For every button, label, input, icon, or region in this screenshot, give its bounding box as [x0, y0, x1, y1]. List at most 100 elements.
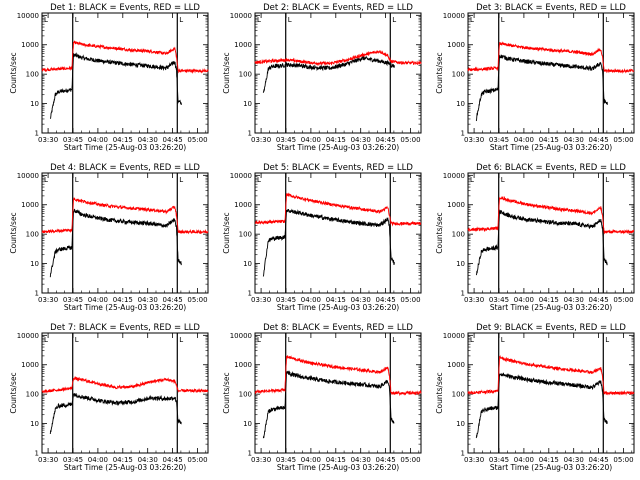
- interval-marker-label: L: [501, 176, 505, 184]
- y-tick-label: 1: [461, 130, 465, 138]
- x-tick-label: 03:45: [63, 296, 83, 304]
- panel-det-7: Det 7: BLACK = Events, RED = LLD 1 10 100 10…: [9, 323, 209, 472]
- x-tick-label: 04:30: [564, 296, 584, 304]
- events-series-line: [262, 208, 395, 277]
- x-tick-label: 04:45: [162, 136, 182, 144]
- x-tick-label: 04:00: [301, 136, 321, 144]
- events-series-line: [262, 370, 395, 439]
- x-tick-label: 04:00: [88, 456, 108, 464]
- y-axis-label: Counts/sec: [435, 372, 444, 413]
- x-axis-label: Start Time (25-Aug-03 03:26:20): [490, 303, 612, 312]
- interval-marker-label: L: [392, 336, 396, 344]
- y-tick-label: 10000: [230, 12, 252, 20]
- panel-det-3: Det 3: BLACK = Events, RED = LLD 1 10 100 10…: [435, 3, 635, 152]
- y-tick-label: 1000: [21, 41, 39, 49]
- y-axis-label: Counts/sec: [9, 372, 18, 413]
- x-tick-label: 03:45: [276, 136, 296, 144]
- x-axis-label: Start Time (25-Aug-03 03:26:20): [490, 463, 612, 472]
- interval-marker-label: L: [288, 336, 292, 344]
- y-tick-label: 1000: [447, 201, 465, 209]
- plot-frame: [41, 172, 209, 294]
- y-tick-label: 10: [243, 100, 252, 108]
- plot-frame: [467, 12, 635, 134]
- lld-series-line: [467, 355, 635, 396]
- panel-det-5: Det 5: BLACK = Events, RED = LLD 1 10 100 10…: [222, 163, 422, 312]
- x-tick-label: 04:45: [375, 136, 395, 144]
- interval-marker-label: L: [605, 336, 609, 344]
- y-tick-label: 100: [239, 71, 252, 79]
- y-tick-label: 100: [452, 231, 465, 239]
- y-axis-label: Counts/sec: [435, 52, 444, 93]
- x-tick-label: 03:45: [489, 296, 509, 304]
- panel-title: Det 7: BLACK = Events, RED = LLD: [50, 323, 200, 333]
- x-tick-label: 05:00: [400, 296, 420, 304]
- panel-det-8: Det 8: BLACK = Events, RED = LLD 1 10 100 10…: [222, 323, 422, 472]
- x-tick-label: 03:45: [63, 456, 83, 464]
- panel-det-1: Det 1: BLACK = Events, RED = LLD 1 10 100 10…: [9, 3, 209, 152]
- panel-title: Det 3: BLACK = Events, RED = LLD: [476, 3, 626, 13]
- y-tick-label: 10000: [17, 12, 39, 20]
- panel-title: Det 6: BLACK = Events, RED = LLD: [476, 163, 626, 173]
- lld-series-line: [41, 197, 209, 235]
- panel-det-2: Det 2: BLACK = Events, RED = LLD 1 10 100 10…: [222, 3, 422, 152]
- x-tick-label: 04:30: [351, 296, 371, 304]
- panel-title: Det 5: BLACK = Events, RED = LLD: [263, 163, 413, 173]
- x-tick-label: 04:15: [539, 296, 559, 304]
- x-tick-label: 03:30: [251, 296, 271, 304]
- x-tick-label: 04:45: [588, 456, 608, 464]
- x-tick-label: 03:30: [464, 456, 484, 464]
- y-tick-label: 1: [35, 450, 39, 458]
- y-tick-label: 10: [30, 260, 39, 268]
- panel-title: Det 4: BLACK = Events, RED = LLD: [50, 163, 200, 173]
- y-tick-label: 1: [248, 130, 252, 138]
- y-tick-label: 1: [248, 450, 252, 458]
- y-axis-label: Counts/sec: [9, 212, 18, 253]
- panel-det-6: Det 6: BLACK = Events, RED = LLD 1 10 100 10…: [435, 163, 635, 312]
- x-tick-label: 04:00: [301, 296, 321, 304]
- y-tick-label: 10000: [17, 332, 39, 340]
- x-axis-label: Start Time (25-Aug-03 03:26:20): [64, 303, 186, 312]
- lld-series-line: [467, 195, 635, 235]
- x-tick-label: 03:30: [38, 296, 58, 304]
- y-tick-label: 1: [248, 290, 252, 298]
- x-tick-label: 05:00: [187, 456, 207, 464]
- x-tick-label: 04:45: [162, 456, 182, 464]
- y-axis-label: Counts/sec: [222, 52, 231, 93]
- x-tick-label: 03:45: [63, 136, 83, 144]
- y-tick-label: 1000: [234, 201, 252, 209]
- x-tick-label: 05:00: [613, 456, 633, 464]
- x-tick-label: 04:15: [539, 456, 559, 464]
- interval-marker-label: L: [288, 16, 292, 24]
- interval-marker-label: L: [605, 16, 609, 24]
- y-tick-label: 100: [26, 71, 39, 79]
- panel-title: Det 1: BLACK = Events, RED = LLD: [50, 3, 200, 13]
- x-tick-label: 04:45: [588, 296, 608, 304]
- start-marker-label: L: [257, 336, 261, 344]
- interval-marker-label: L: [288, 176, 292, 184]
- y-tick-label: 10000: [230, 332, 252, 340]
- start-marker-label: L: [470, 176, 474, 184]
- start-marker-label: L: [257, 16, 261, 24]
- x-tick-label: 05:00: [613, 296, 633, 304]
- x-tick-label: 04:45: [375, 456, 395, 464]
- events-series-line: [262, 55, 395, 93]
- x-tick-label: 04:15: [326, 136, 346, 144]
- start-marker-label: L: [257, 176, 261, 184]
- y-tick-label: 1: [35, 130, 39, 138]
- y-tick-label: 10: [456, 100, 465, 108]
- x-tick-label: 04:30: [564, 136, 584, 144]
- y-tick-label: 10: [456, 420, 465, 428]
- x-tick-label: 04:45: [375, 296, 395, 304]
- y-tick-label: 10: [243, 260, 252, 268]
- interval-marker-label: L: [392, 16, 396, 24]
- x-tick-label: 03:30: [464, 296, 484, 304]
- panel-det-9: Det 9: BLACK = Events, RED = LLD 1 10 100 10…: [435, 323, 635, 472]
- y-tick-label: 1000: [21, 361, 39, 369]
- events-series-line: [49, 392, 182, 435]
- plot-frame: [254, 12, 422, 134]
- y-tick-label: 10: [30, 420, 39, 428]
- y-tick-label: 100: [452, 71, 465, 79]
- y-tick-label: 1: [35, 290, 39, 298]
- x-tick-label: 04:30: [138, 296, 158, 304]
